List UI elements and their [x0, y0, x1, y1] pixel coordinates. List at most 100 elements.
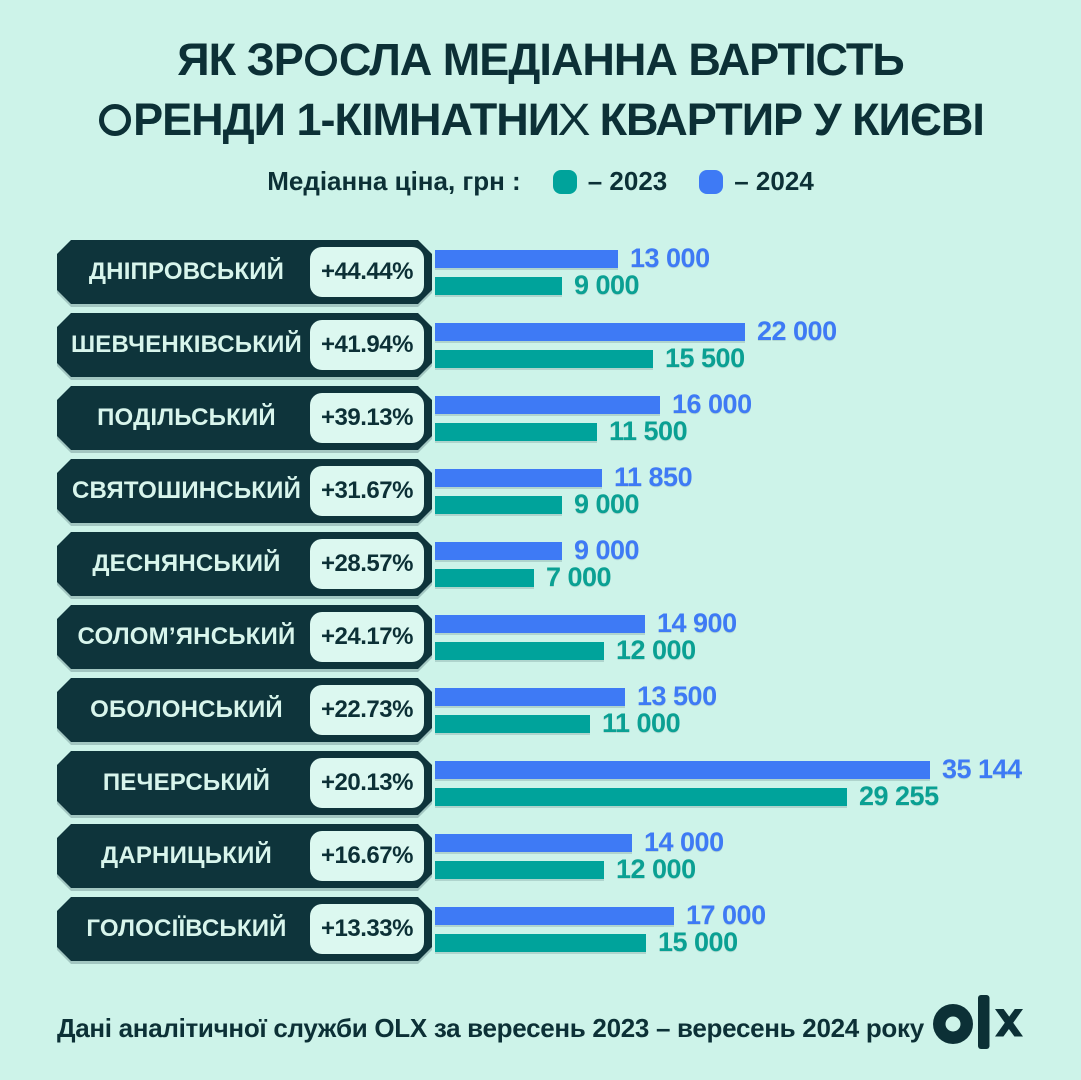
district-card-wrap: ШЕВЧЕНКІВСЬКИЙ +41.94%	[57, 313, 432, 377]
chart-row: ПОДІЛЬСЬКИЙ +39.13% 16 000 11 500	[57, 386, 1081, 450]
district-label: СОЛОМ’ЯНСЬКИЙ	[77, 623, 296, 650]
bar-2023-value: 11 500	[609, 416, 688, 446]
bar-line-2024: 9 000	[435, 535, 640, 565]
district-card-wrap: ДАРНИЦЬКИЙ +16.67%	[57, 824, 432, 888]
bar-group: 9 000 7 000	[435, 535, 640, 592]
bar-2024	[435, 395, 660, 414]
bar-line-2024: 16 000	[435, 389, 752, 419]
growth-badge: +41.94%	[310, 320, 424, 370]
bar-group: 11 850 9 000	[435, 462, 693, 519]
source-note: Дані аналітичної служби OLX за вересень …	[57, 1013, 924, 1043]
title-text: СЛА МЕДІАННА ВАРТІСТЬ	[338, 34, 905, 85]
bar-line-2023: 15 000	[435, 927, 766, 957]
district-card-wrap: ДНІПРОВСЬКИЙ +44.44%	[57, 240, 432, 304]
growth-badge: +16.67%	[310, 831, 424, 881]
bar-2024	[435, 468, 602, 487]
bar-2023	[435, 933, 646, 952]
district-card-wrap: СВЯТОШИНСЬКИЙ +31.67%	[57, 459, 432, 523]
district-label: ОБОЛОНСЬКИЙ	[90, 696, 283, 723]
bar-2023-value: 29 255	[859, 781, 939, 811]
legend-item-2023: – 2023	[552, 166, 668, 197]
bar-2024-value: 13 500	[637, 681, 717, 711]
bar-line-2024: 13 500	[435, 681, 717, 711]
bar-2023-value: 15 000	[658, 927, 738, 957]
bar-line-2023: 7 000	[435, 562, 639, 592]
olx-logo-o-hole	[945, 1016, 961, 1032]
bar-group: 22 000 15 500	[435, 316, 837, 373]
chart-row: ПЕЧЕРСЬКИЙ +20.13% 35 144 29 255	[57, 751, 1081, 815]
district-card: ДЕСНЯНСЬКИЙ +28.57%	[57, 532, 432, 596]
bar-2023-value: 15 500	[665, 343, 745, 373]
bar-2023-value: 7 000	[546, 562, 612, 592]
bar-2024-value: 35 144	[942, 754, 1022, 784]
bar-2024	[435, 541, 562, 560]
growth-badge: +24.17%	[310, 612, 424, 662]
district-card: ДАРНИЦЬКИЙ +16.67%	[57, 824, 432, 888]
bar-line-2024: 17 000	[435, 900, 766, 930]
bar-line-2024: 11 850	[435, 462, 693, 492]
bar-2023-value: 12 000	[616, 854, 696, 884]
bar-group: 16 000 11 500	[435, 389, 752, 446]
bar-line-2023: 11 000	[435, 708, 717, 738]
bar-2023	[435, 714, 590, 733]
bar-line-2024: 14 000	[435, 827, 724, 857]
district-card: СВЯТОШИНСЬКИЙ +31.67%	[57, 459, 432, 523]
bar-2023	[435, 787, 847, 806]
legend-label: Медіанна ціна, грн :	[267, 166, 521, 196]
bar-line-2023: 12 000	[435, 635, 737, 665]
chart-row: СВЯТОШИНСЬКИЙ +31.67% 11 850 9 000	[57, 459, 1081, 523]
chart-row: ДАРНИЦЬКИЙ +16.67% 14 000 12 000	[57, 824, 1081, 888]
bar-2023-value: 11 000	[602, 708, 681, 738]
growth-badge: +22.73%	[310, 685, 424, 735]
olx-logo	[933, 995, 1023, 1049]
district-card: ПЕЧЕРСЬКИЙ +20.13%	[57, 751, 432, 815]
bar-2023-value: 9 000	[574, 270, 640, 300]
bar-line-2024: 22 000	[435, 316, 837, 346]
district-card: ГОЛОСІЇВСЬКИЙ +13.33%	[57, 897, 432, 961]
bar-line-2023: 11 500	[435, 416, 752, 446]
olx-logo-x	[995, 1009, 1023, 1037]
district-card: ОБОЛОНСЬКИЙ +22.73%	[57, 678, 432, 742]
bar-2024	[435, 906, 674, 925]
chart-row: ШЕВЧЕНКІВСЬКИЙ +41.94% 22 000 15 500	[57, 313, 1081, 377]
district-label: ДАРНИЦЬКИЙ	[101, 842, 272, 869]
district-card-wrap: ГОЛОСІЇВСЬКИЙ +13.33%	[57, 897, 432, 961]
bar-2024-value: 22 000	[757, 316, 837, 346]
bar-2024	[435, 614, 645, 633]
district-card-wrap: СОЛОМ’ЯНСЬКИЙ +24.17%	[57, 605, 432, 669]
growth-badge: +39.13%	[310, 393, 424, 443]
bar-group: 14 000 12 000	[435, 827, 724, 884]
bar-line-2024: 13 000	[435, 243, 710, 273]
chart-row: ОБОЛОНСЬКИЙ +22.73% 13 500 11 000	[57, 678, 1081, 742]
chart-row: СОЛОМ’ЯНСЬКИЙ +24.17% 14 900 12 000	[57, 605, 1081, 669]
legend-item-2024: – 2024	[699, 166, 814, 197]
growth-badge: +20.13%	[310, 758, 424, 808]
bar-2023	[435, 495, 562, 514]
bar-2024-value: 14 000	[644, 827, 724, 857]
legend-item-2024-label: – 2024	[734, 166, 814, 196]
bar-line-2023: 15 500	[435, 343, 837, 373]
bar-2024-value: 16 000	[672, 389, 752, 419]
bar-2024	[435, 249, 618, 268]
bar-2023	[435, 641, 604, 660]
bar-2023-value: 9 000	[574, 489, 640, 519]
district-label: ПОДІЛЬСЬКИЙ	[97, 404, 276, 431]
district-card: ДНІПРОВСЬКИЙ +44.44%	[57, 240, 432, 304]
bar-group: 35 144 29 255	[435, 754, 1022, 811]
bar-2024-value: 14 900	[657, 608, 737, 638]
legend-item-2023-label: – 2023	[587, 166, 668, 196]
bar-line-2023: 9 000	[435, 489, 692, 519]
chart-title-line: РЕНДИ 1-КІМНАТНИХ КВАРТИР У КИЄВІ	[0, 90, 1081, 150]
bar-2024	[435, 687, 625, 706]
ring-o-glyph-icon	[304, 43, 338, 76]
chart-rows: ДНІПРОВСЬКИЙ +44.44% 13 000 9 000 ШЕВЧЕН…	[57, 240, 1081, 961]
bar-line-2023: 29 255	[435, 781, 1022, 811]
bar-2023	[435, 568, 534, 587]
district-card: СОЛОМ’ЯНСЬКИЙ +24.17%	[57, 605, 432, 669]
chart-row: ДЕСНЯНСЬКИЙ +28.57% 9 000 7 000	[57, 532, 1081, 596]
legend: Медіанна ціна, грн : – 2023 – 2024	[0, 166, 1081, 197]
chart-row: ДНІПРОВСЬКИЙ +44.44% 13 000 9 000	[57, 240, 1081, 304]
stylized-x-glyph: Х	[557, 94, 591, 145]
bar-line-2023: 12 000	[435, 854, 724, 884]
